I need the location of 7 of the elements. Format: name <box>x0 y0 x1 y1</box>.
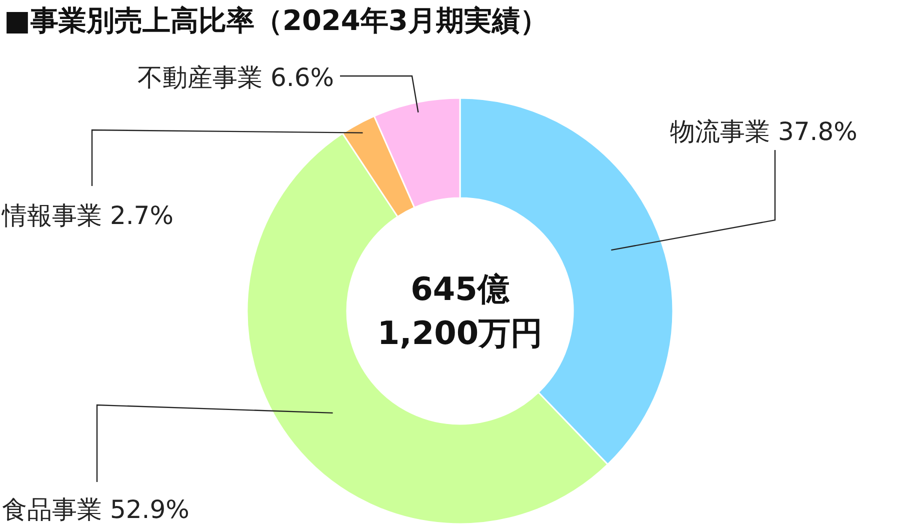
chart-title: ■事業別売上高比率（2024年3月期実績） <box>4 4 548 37</box>
slice-label: 食品事業 52.9% <box>2 495 190 524</box>
slice-label: 物流事業 37.8% <box>670 117 858 146</box>
slice-label: 情報事業 2.7% <box>1 201 174 230</box>
text: 1,200万円 <box>377 314 543 352</box>
text: 645億 <box>410 270 510 308</box>
slice-label: 不動産事業 6.6% <box>138 63 334 92</box>
